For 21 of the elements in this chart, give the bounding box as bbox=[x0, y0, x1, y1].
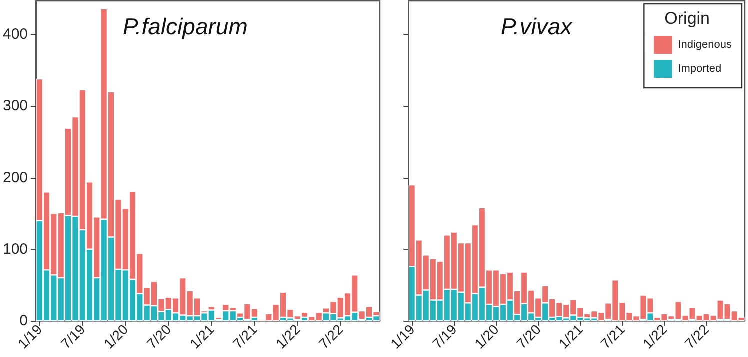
x-tick-label: 7/20 bbox=[144, 321, 174, 352]
y-tick-label: 200 bbox=[2, 169, 28, 186]
y-tick-label: 100 bbox=[2, 240, 28, 258]
x-tick-label: 7/21 bbox=[597, 321, 628, 352]
x-tick-label: 7/19 bbox=[429, 321, 460, 352]
text: P.vivax bbox=[501, 14, 574, 40]
x-tick-label: 7/22 bbox=[316, 321, 346, 352]
x-tick-label: 7/19 bbox=[58, 321, 88, 352]
x-tick-label: 7/21 bbox=[230, 321, 260, 352]
legend-label: Indigenous bbox=[678, 39, 732, 51]
y-tick-label: 400 bbox=[2, 26, 28, 44]
legend-label: Imported bbox=[678, 63, 722, 75]
x-tick-label: 1/21 bbox=[555, 321, 586, 352]
legend-title: Origin bbox=[664, 9, 710, 28]
y-tick-label: 0 bbox=[20, 312, 28, 330]
x-tick-label: 1/21 bbox=[186, 321, 218, 352]
x-tick-label: 1/19 bbox=[387, 321, 418, 352]
y-tick-label: 300 bbox=[2, 98, 28, 115]
x-tick-label: 7/20 bbox=[513, 321, 544, 352]
text: P.falciparum bbox=[123, 14, 248, 40]
x-tick-label: 7/22 bbox=[682, 321, 712, 352]
